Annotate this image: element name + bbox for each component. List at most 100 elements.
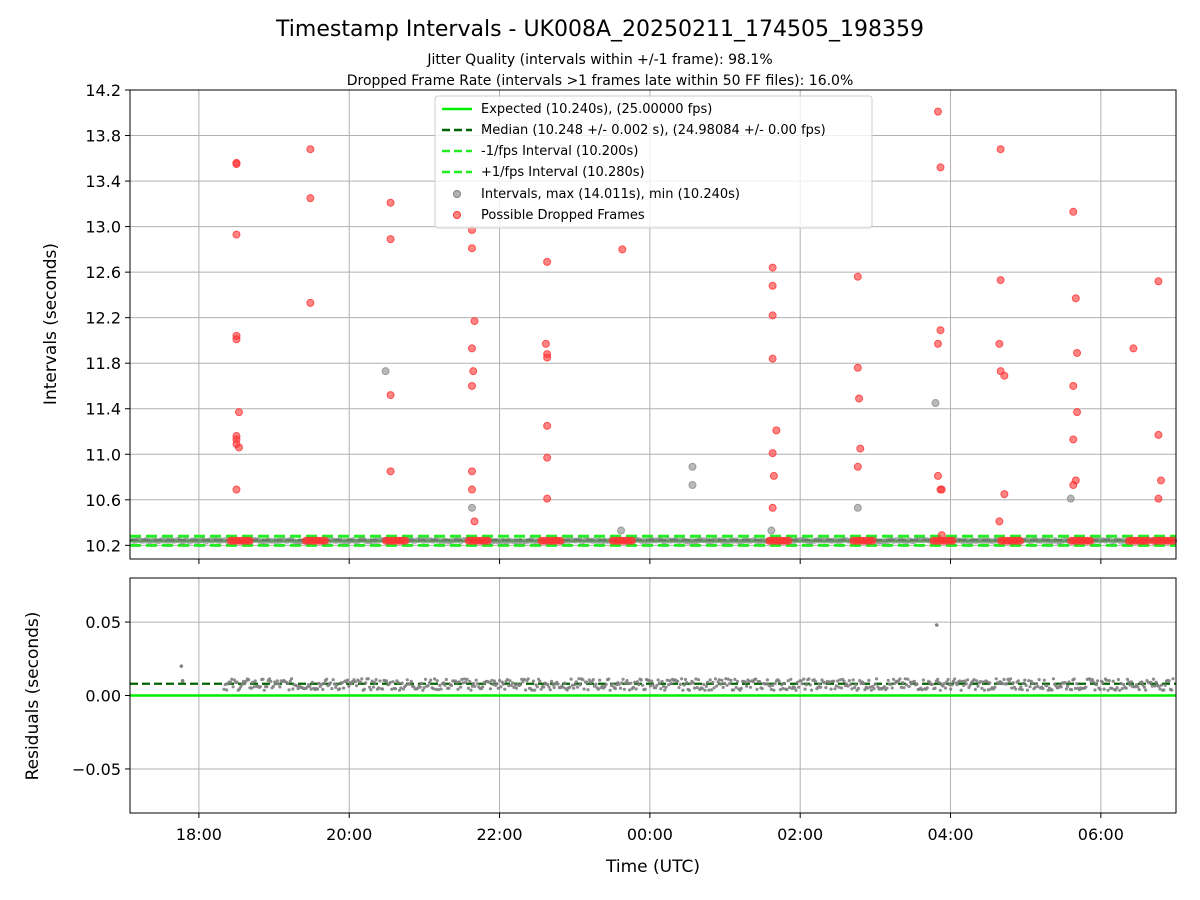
dropped-frame-point (467, 381, 476, 390)
residual-point (799, 679, 803, 683)
residual-point (443, 683, 447, 687)
residual-point (942, 682, 946, 686)
residual-point (231, 685, 235, 689)
residual-point (1067, 680, 1071, 684)
residual-point (1033, 685, 1037, 689)
legend-label-dropped: Possible Dropped Frames (481, 208, 645, 223)
residual-point (461, 681, 465, 685)
dropped-frame-point (1069, 481, 1078, 490)
residual-point (572, 686, 576, 690)
residual-point (875, 677, 879, 681)
residual-point (943, 686, 948, 690)
residual-point (863, 688, 867, 692)
dropped-frame-point (995, 517, 1004, 526)
residual-point (513, 683, 517, 687)
dropped-frame-point (232, 159, 241, 168)
residual-point (569, 677, 573, 681)
residual-point (1101, 681, 1105, 685)
residual-point (728, 681, 732, 686)
residual-point (391, 680, 395, 684)
interval-point (767, 526, 776, 535)
dropped-frame-point (937, 531, 946, 540)
residual-point (754, 677, 758, 681)
residual-point (682, 683, 686, 687)
residual-point (1111, 679, 1115, 683)
residual-point (295, 684, 299, 688)
dropped-frame-point (1144, 536, 1152, 545)
residual-point (1102, 687, 1106, 691)
residual-point (1008, 677, 1013, 681)
residual-point (657, 681, 662, 685)
residual-point (700, 687, 705, 691)
residual-point (946, 677, 950, 682)
residual-point (748, 685, 753, 689)
residual-point (470, 684, 474, 688)
residual-point (526, 677, 530, 681)
residual-point (340, 681, 344, 685)
dropped-frame-point (1156, 476, 1165, 485)
residual-point (950, 683, 954, 687)
residual-point (1051, 677, 1055, 681)
residual-point (1144, 688, 1148, 692)
residual-point (703, 688, 707, 692)
dropped-frame-point (1016, 536, 1025, 545)
residual-point (1118, 688, 1122, 692)
residual-point (1075, 682, 1079, 686)
dropped-frame-point (1071, 294, 1080, 303)
dropped-frame-point (1069, 207, 1078, 216)
residual-point (316, 687, 320, 691)
residual-point (1028, 685, 1032, 689)
residual-point (364, 681, 368, 685)
residual-point (490, 678, 494, 682)
residual-point (1037, 678, 1041, 682)
dropped-frame-point (1000, 371, 1009, 380)
residual-point (1031, 681, 1035, 686)
dropped-frame-point (995, 339, 1004, 348)
residual-point (550, 679, 554, 683)
residual-point (421, 688, 425, 692)
residual-point (721, 685, 725, 690)
residual-point (637, 683, 641, 687)
residual-point (1084, 685, 1088, 689)
dropped-frame-point (467, 344, 476, 353)
residual-point (271, 684, 275, 688)
residual-point (568, 685, 572, 689)
residual-point (305, 685, 309, 689)
residual-point (456, 687, 460, 691)
residual-point (966, 678, 970, 682)
residual-point (695, 686, 699, 690)
dropped-frame-point (1000, 490, 1009, 499)
legend-box (434, 95, 873, 229)
residual-point (495, 682, 499, 686)
residual-point (514, 686, 519, 690)
residual-point (1167, 679, 1171, 683)
residual-point (488, 687, 493, 691)
dropped-frame-point (401, 536, 410, 545)
residual-point (687, 688, 692, 692)
residual-point (1005, 682, 1009, 686)
residual-point (487, 680, 491, 684)
residual-point (360, 677, 364, 681)
residual-point (253, 679, 257, 683)
residual-point (634, 687, 638, 691)
residual-point (399, 686, 403, 690)
residual-point (426, 684, 430, 688)
residual-point (659, 687, 663, 691)
residual-point (912, 679, 916, 684)
residual-point (807, 677, 811, 681)
residual-point (338, 687, 342, 691)
residual-point (475, 682, 480, 686)
residual-point (505, 677, 509, 682)
residual-point (617, 682, 621, 686)
residual-point (1025, 688, 1029, 692)
dropped-frame-point (933, 471, 942, 480)
dropped-frame-point (470, 517, 479, 526)
residual-point (1090, 678, 1094, 682)
residual-point (852, 686, 857, 690)
dropped-frame-point (232, 230, 241, 239)
residual-point (222, 687, 226, 691)
dropped-frame-point (1069, 435, 1078, 444)
residual-point (408, 682, 412, 686)
residual-point (1002, 677, 1006, 682)
residual-point (1170, 688, 1174, 692)
